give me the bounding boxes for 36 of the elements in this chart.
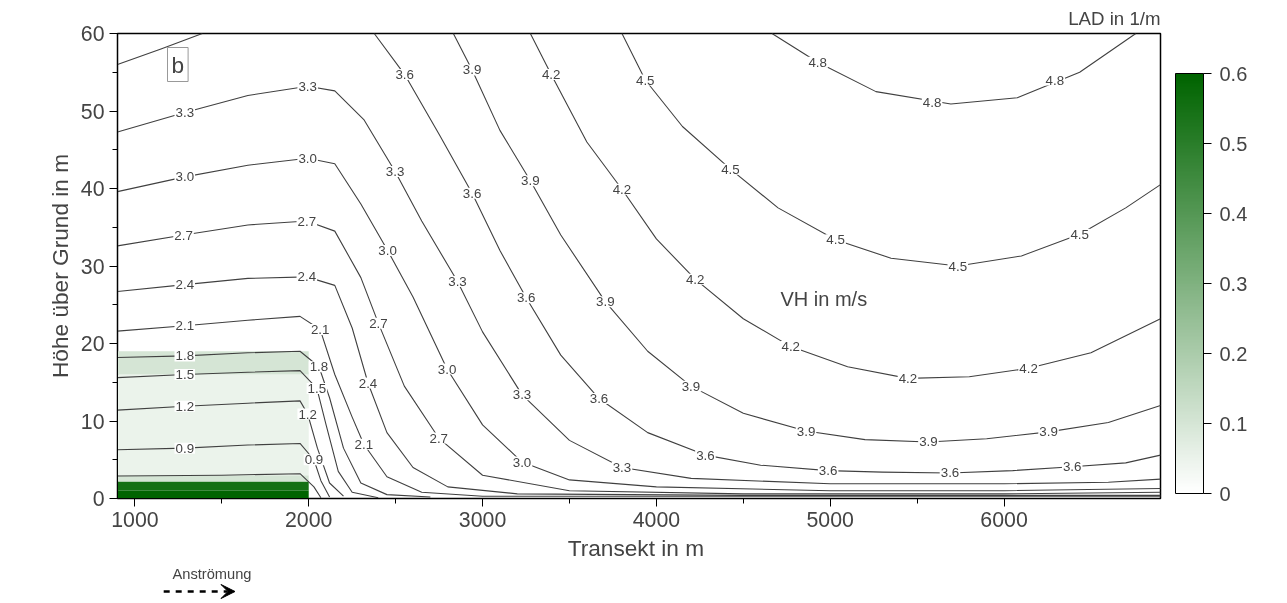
line-series	[771, 33, 1137, 105]
color-bar-label: 0.5	[1219, 132, 1248, 155]
y-tick-label: 40	[80, 177, 105, 201]
line-series	[117, 400, 345, 497]
color-bar-label: 0.4	[1219, 202, 1248, 225]
color-bar-label: 0	[1219, 482, 1231, 505]
x-tick-label: 5000	[806, 507, 855, 532]
bar	[117, 481, 309, 491]
y-tick-label: 10	[80, 409, 105, 434]
x-tick-label: 2000	[284, 507, 333, 532]
y-tick-label: 60	[80, 22, 105, 46]
bar	[117, 490, 309, 499]
x-tick-label: 3000	[458, 507, 507, 532]
color-bar-label: 0.3	[1219, 272, 1248, 295]
line-series	[117, 473, 322, 499]
x-tick-label: 6000	[980, 507, 1028, 532]
x-tick-label: 4000	[632, 507, 681, 532]
line-series	[117, 442, 331, 498]
x-tick-label: 1000	[111, 507, 159, 532]
x-axis-title: Transekt in m	[567, 534, 705, 561]
y-tick-label: 20	[80, 332, 105, 356]
annotation: 4.8	[922, 94, 942, 110]
annotation: 4.8	[1045, 72, 1065, 88]
annotation: b	[171, 51, 185, 78]
color-bar-title: LAD in 1/m	[1068, 7, 1161, 29]
line-series	[117, 369, 379, 499]
line-series	[117, 350, 431, 498]
color-bar-label: 0.2	[1219, 342, 1248, 365]
y-tick-label: 30	[80, 254, 105, 279]
y-tick-label: 50	[80, 99, 105, 124]
y-axis-title: Höhe über Grund in m	[46, 153, 73, 379]
y-tick-label: 0	[92, 487, 105, 511]
annotation: VH in m/s	[780, 287, 868, 310]
color-bar-label: 0.1	[1219, 412, 1248, 435]
color-bar-label: 0.6	[1219, 62, 1248, 85]
text: Anströmung	[172, 565, 252, 582]
